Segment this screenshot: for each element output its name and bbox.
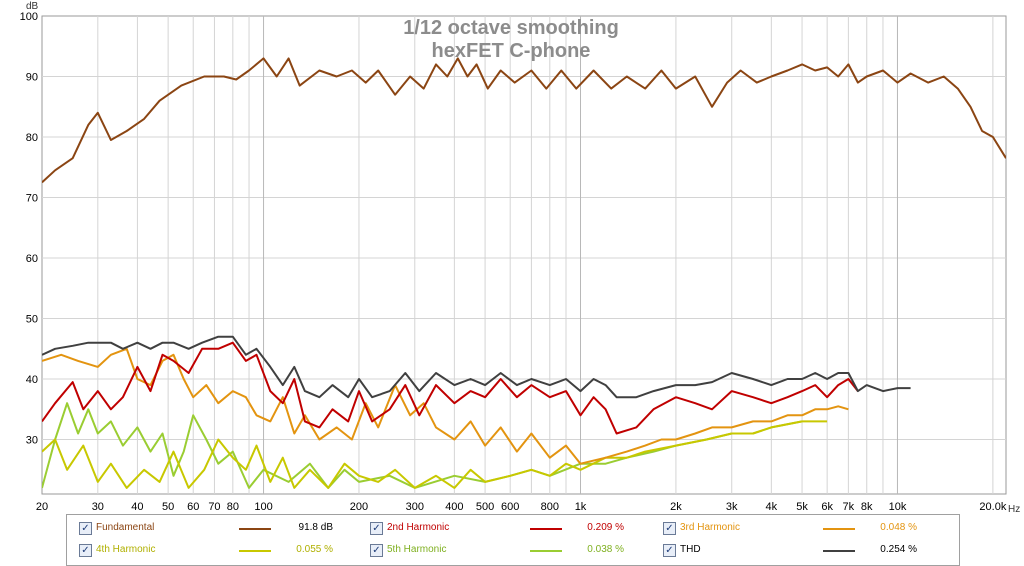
y-tick-label: 80 — [26, 132, 38, 144]
x-tick-label: 7k — [843, 501, 855, 513]
x-tick-label: 100 — [254, 501, 272, 513]
x-tick-label: 5k — [796, 501, 808, 513]
x-tick-label: 500 — [476, 501, 494, 513]
y-axis-ticks: 100 90 80 70 60 50 40 30 — [20, 11, 38, 447]
y-tick-label: 60 — [26, 253, 38, 265]
y-tick-label: 100 — [20, 11, 38, 23]
x-tick-label: 60 — [187, 501, 199, 513]
series-group — [42, 57, 1006, 489]
x-tick-label: 20 — [36, 501, 48, 513]
checkbox-2nd-harmonic[interactable]: ✓ — [370, 522, 383, 535]
legend-item-3rd-harmonic[interactable]: ✓ 3rd Harmonic 0.048 % — [663, 521, 943, 537]
legend-item-5th-harmonic[interactable]: ✓ 5th Harmonic 0.038 % — [370, 543, 650, 559]
legend-value: 0.055 % — [296, 544, 333, 555]
x-tick-label: 200 — [350, 501, 368, 513]
legend-swatch — [823, 528, 855, 530]
series-line-fundamental — [42, 57, 1006, 184]
x-tick-label: 80 — [227, 501, 239, 513]
legend-value: 0.209 % — [587, 522, 624, 533]
checkbox-4th-harmonic[interactable]: ✓ — [79, 544, 92, 557]
legend-value: 0.254 % — [880, 544, 917, 555]
legend-label: Fundamental — [96, 522, 155, 533]
x-tick-label: 800 — [541, 501, 559, 513]
legend-swatch — [530, 528, 562, 530]
plot-background — [41, 15, 1007, 495]
y-tick-label: 50 — [26, 314, 38, 326]
x-tick-label: 10k — [889, 501, 907, 513]
checkbox-3rd-harmonic[interactable]: ✓ — [663, 522, 676, 535]
legend: ✓ Fundamental 91.8 dB ✓ 2nd Harmonic 0.2… — [66, 514, 960, 566]
chart-title: 1/12 octave smoothing — [403, 17, 619, 39]
y-axis-label: dB — [26, 1, 39, 12]
x-tick-label: 2k — [670, 501, 682, 513]
chart: 100 90 80 70 60 50 40 30 20 30 40 50 60 70 80 100 200 30… — [20, 1, 1021, 514]
x-tick-label: 70 — [208, 501, 220, 513]
series-line-4th-harmonic — [42, 420, 828, 489]
x-tick-label: 6k — [821, 501, 833, 513]
x-tick-label: 4k — [766, 501, 778, 513]
series-line-2nd-harmonic — [42, 341, 859, 435]
y-tick-label: 90 — [26, 72, 38, 84]
series-line-thd — [42, 335, 911, 399]
x-tick-label: 3k — [726, 501, 738, 513]
checkbox-thd[interactable]: ✓ — [663, 544, 676, 557]
x-tick-label: 400 — [445, 501, 463, 513]
legend-label: THD — [680, 544, 701, 555]
legend-label: 3rd Harmonic — [680, 522, 741, 533]
legend-swatch — [530, 550, 562, 552]
legend-value: 0.038 % — [587, 544, 624, 555]
grid — [42, 16, 1006, 494]
legend-item-fundamental[interactable]: ✓ Fundamental 91.8 dB — [79, 521, 359, 537]
x-tick-label: 1k — [575, 501, 587, 513]
legend-label: 2nd Harmonic — [387, 522, 450, 533]
legend-value: 91.8 dB — [298, 522, 333, 533]
legend-value: 0.048 % — [880, 522, 917, 533]
y-tick-label: 30 — [26, 435, 38, 447]
checkbox-5th-harmonic[interactable]: ✓ — [370, 544, 383, 557]
x-tick-label: 600 — [501, 501, 519, 513]
x-tick-label: 300 — [406, 501, 424, 513]
x-tick-label: 50 — [162, 501, 174, 513]
x-tick-label: 30 — [92, 501, 104, 513]
legend-item-thd[interactable]: ✓ THD 0.254 % — [663, 543, 943, 559]
y-tick-label: 70 — [26, 193, 38, 205]
x-tick-label: 20.0k — [979, 501, 1006, 513]
x-tick-label: 8k — [861, 501, 873, 513]
legend-swatch — [239, 528, 271, 530]
legend-label: 5th Harmonic — [387, 544, 447, 555]
legend-swatch — [823, 550, 855, 552]
y-tick-label: 40 — [26, 374, 38, 386]
x-axis-label: Hz — [1008, 504, 1020, 514]
legend-item-2nd-harmonic[interactable]: ✓ 2nd Harmonic 0.209 % — [370, 521, 650, 537]
x-tick-label: 40 — [131, 501, 143, 513]
legend-item-4th-harmonic[interactable]: ✓ 4th Harmonic 0.055 % — [79, 543, 359, 559]
chart-subtitle: hexFET C-phone — [432, 40, 591, 62]
checkbox-fundamental[interactable]: ✓ — [79, 522, 92, 535]
legend-label: 4th Harmonic — [96, 544, 156, 555]
legend-swatch — [239, 550, 271, 552]
x-axis-ticks: 20 30 40 50 60 70 80 100 200 300 400 500 600 800 1k 2k 3… — [36, 501, 1007, 513]
series-line-3rd-harmonic — [42, 347, 849, 465]
